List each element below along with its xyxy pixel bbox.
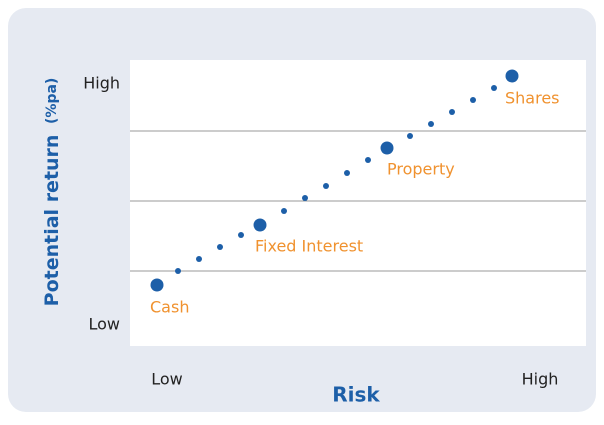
dot: [407, 133, 413, 139]
dot: [491, 85, 497, 91]
y-title: Potential return (%pa): [41, 78, 63, 307]
dot: [238, 232, 244, 238]
y-high: High: [83, 74, 120, 93]
point-label: Property: [387, 160, 455, 179]
plot-area: [130, 60, 586, 346]
point: [253, 218, 267, 232]
grid: [130, 130, 586, 272]
point: [505, 69, 519, 83]
x-low: Low: [151, 370, 183, 389]
dot: [196, 256, 202, 262]
dot: [302, 195, 308, 201]
point: [380, 141, 394, 155]
x-high: High: [522, 370, 559, 389]
dot: [470, 97, 476, 103]
dot: [428, 121, 434, 127]
point-label: Fixed Interest: [255, 237, 363, 256]
y-title-main: Potential return: [41, 135, 63, 307]
point-label: Shares: [505, 89, 560, 108]
y-low: Low: [88, 315, 120, 334]
dot: [175, 268, 181, 274]
dot: [217, 244, 223, 250]
dot: [281, 208, 287, 214]
x-title: Risk: [332, 383, 380, 407]
dot: [449, 109, 455, 115]
dot: [365, 157, 371, 163]
y-title-unit: (%pa): [44, 78, 60, 124]
point-label: Cash: [150, 298, 189, 317]
point: [150, 278, 164, 292]
dot: [344, 170, 350, 176]
dots: [150, 69, 519, 292]
dot: [323, 183, 329, 189]
